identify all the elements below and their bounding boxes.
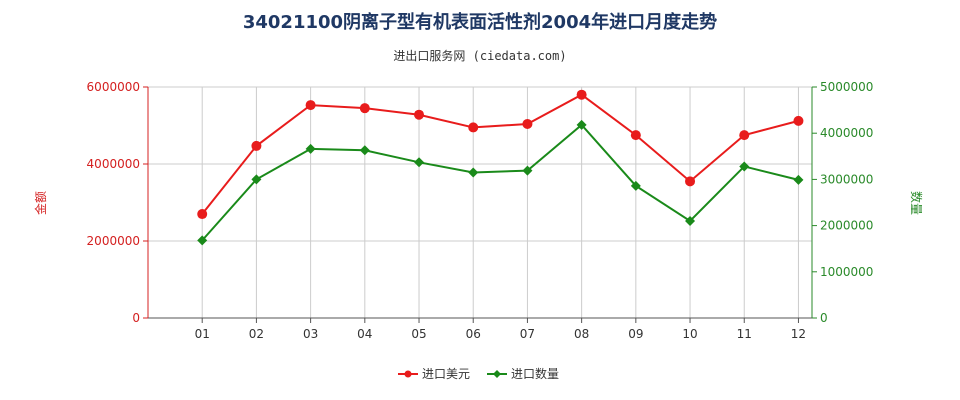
chart-title: 34021100阴离子型有机表面活性剂2004年进口月度走势 [243, 11, 717, 33]
x-tick-label: 08 [574, 327, 589, 341]
plot-border [147, 86, 813, 319]
data-point-2 [522, 165, 533, 176]
data-point-1 [359, 103, 370, 114]
axes [147, 87, 813, 319]
left-tick-label: 2000000 [87, 234, 140, 248]
series-line-2 [201, 123, 799, 242]
data-point-1 [305, 100, 316, 111]
left-axis-ticks: 0 2000000 4000000 6000000 [87, 80, 148, 325]
chart-subtitle: 进出口服务网 (ciedata.com) [393, 48, 566, 63]
data-point-1 [251, 140, 262, 151]
x-tick-label: 03 [303, 327, 318, 341]
left-tick-label: 0 [132, 311, 140, 325]
x-tick-label: 06 [466, 327, 481, 341]
data-point-1 [793, 115, 804, 126]
x-tick-label: 12 [791, 327, 806, 341]
data-point-1 [468, 122, 479, 133]
left-axis-label: 金额 [33, 191, 48, 215]
data-point-2 [251, 174, 262, 185]
right-tick-label: 5000000 [820, 80, 873, 94]
left-tick-label: 6000000 [87, 80, 140, 94]
data-point-1 [576, 89, 587, 100]
right-tick-label: 0 [820, 311, 828, 325]
data-point-1 [739, 130, 750, 141]
data-point-2 [576, 119, 587, 130]
right-axis-ticks: 0 1000000 2000000 3000000 4000000 5000000 [812, 80, 873, 325]
data-point-2 [630, 180, 641, 191]
x-tick-label: 02 [249, 327, 264, 341]
series-line-1 [201, 93, 799, 215]
left-tick-label: 4000000 [87, 157, 140, 171]
data-point-1 [522, 118, 533, 129]
data-point-2 [305, 143, 316, 154]
data-point-2 [739, 161, 750, 172]
legend-marker-1 [404, 370, 412, 378]
data-point-2 [793, 174, 804, 185]
data-point-1 [685, 176, 696, 187]
data-point-1 [197, 209, 208, 220]
x-tick-label: 11 [737, 327, 752, 341]
x-tick-label: 05 [411, 327, 426, 341]
right-tick-label: 3000000 [820, 172, 873, 186]
legend[interactable]: 进口美元 进口数量 [398, 366, 559, 381]
x-tick-label: 04 [357, 327, 372, 341]
grid [147, 86, 813, 319]
x-tick-label: 07 [520, 327, 535, 341]
x-tick-label: 10 [682, 327, 697, 341]
series [197, 89, 804, 246]
data-point-1 [630, 130, 641, 141]
right-tick-label: 2000000 [820, 219, 873, 233]
data-point-2 [197, 235, 208, 246]
right-tick-label: 4000000 [820, 126, 873, 140]
x-tick-label: 09 [628, 327, 643, 341]
data-point-2 [359, 145, 370, 156]
data-point-2 [685, 215, 696, 226]
right-axis-label: 数量 [909, 191, 924, 215]
data-point-2 [468, 167, 479, 178]
data-point-1 [414, 109, 425, 120]
x-tick-label: 01 [195, 327, 210, 341]
legend-marker-2 [493, 370, 501, 378]
right-tick-label: 1000000 [820, 265, 873, 279]
x-axis-ticks: 01 02 03 04 05 06 07 08 09 10 11 12 [195, 318, 806, 341]
legend-label-1: 进口美元 [422, 367, 470, 381]
legend-label-2: 进口数量 [511, 366, 559, 381]
data-point-2 [414, 157, 425, 168]
